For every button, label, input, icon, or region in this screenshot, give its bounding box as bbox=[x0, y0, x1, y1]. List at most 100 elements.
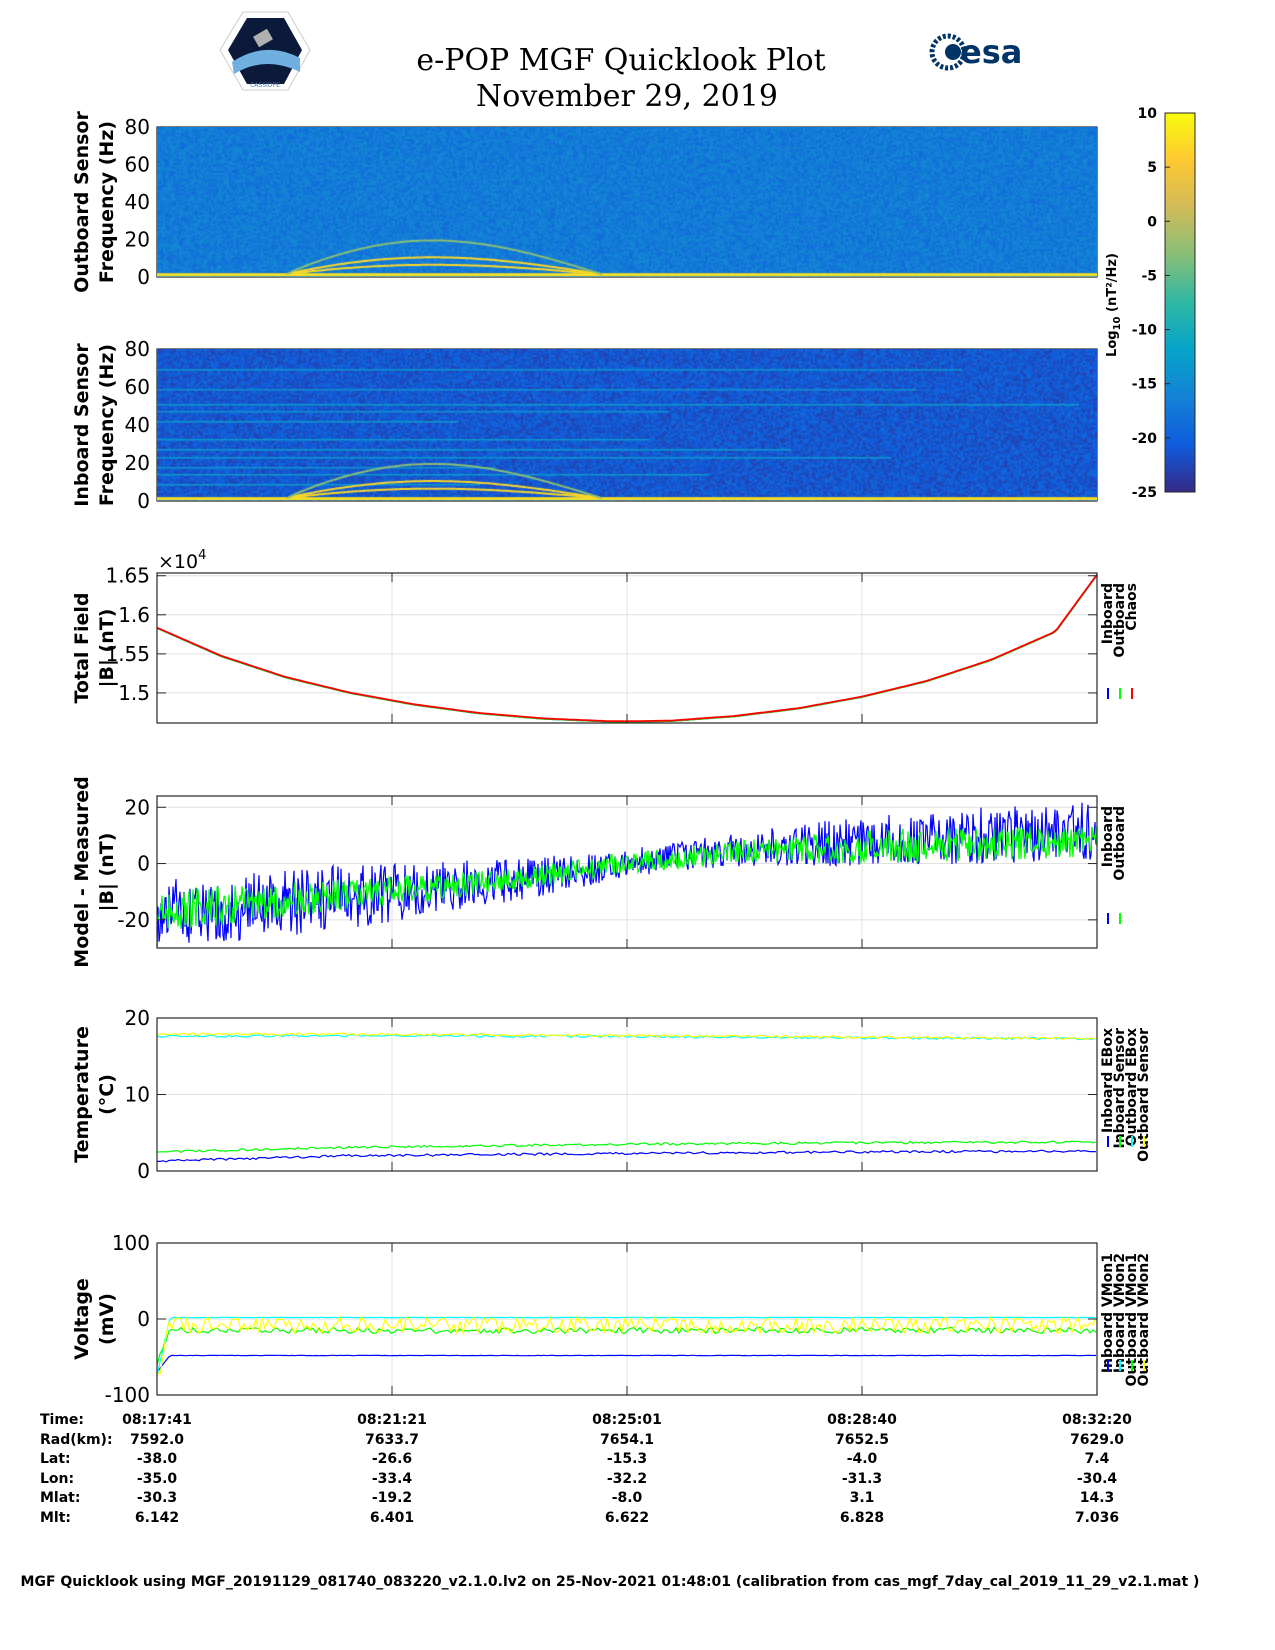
legend-label: Inboard VMon2 bbox=[1112, 1253, 1128, 1373]
series-inboard-ebox bbox=[156, 1149, 1097, 1163]
voltage-axes: 100 0 -100 Voltage (mV) Inboard VMon1Inboard … bbox=[71, 1231, 1152, 1407]
y-tick-label: -20 bbox=[117, 908, 150, 932]
series-inboard-vmon1 bbox=[156, 1354, 1097, 1373]
y-tick-label: 80 bbox=[125, 337, 150, 361]
y-axis-label: Temperature bbox=[71, 1026, 93, 1163]
table-row-label: Rad(km): bbox=[40, 1432, 113, 1448]
y-tick-label: 20 bbox=[125, 795, 150, 819]
table-cell: 08:28:40 bbox=[827, 1412, 897, 1428]
table-cell: -32.2 bbox=[607, 1471, 647, 1487]
colorbar-tick-label: -5 bbox=[1141, 268, 1157, 284]
table-cell: -30.3 bbox=[137, 1490, 177, 1506]
y-tick-label: 1.5 bbox=[118, 681, 150, 705]
table-cell: -31.3 bbox=[842, 1471, 882, 1487]
y-tick-label: 20 bbox=[125, 451, 150, 475]
table-cell: -33.4 bbox=[372, 1471, 413, 1487]
series-outboard-vmon1 bbox=[156, 1326, 1097, 1366]
table-cell: 7.4 bbox=[1085, 1451, 1110, 1467]
colorbar-scale bbox=[1164, 112, 1196, 493]
y-tick-label: 0 bbox=[137, 265, 150, 289]
colorbar-tick-label: -25 bbox=[1132, 485, 1157, 501]
series-outboard-ebox bbox=[156, 1033, 1097, 1041]
y-tick-label: 0 bbox=[137, 1307, 150, 1331]
model_minus_measured-axes: 20 0 -20 Model - Measured |B| (nT) InboardOut… bbox=[71, 776, 1128, 967]
legend-label: Outboard Sensor bbox=[1136, 1028, 1152, 1162]
legend-label: Inboard bbox=[1100, 806, 1116, 867]
y-axis-label: Frequency (Hz) bbox=[96, 121, 118, 283]
legend-label: Chaos bbox=[1124, 583, 1140, 631]
table-row-label: Mlat: bbox=[40, 1490, 80, 1506]
y-axis-label: Voltage bbox=[71, 1278, 93, 1360]
colorbar-label: Log10 (nT²/Hz) bbox=[1105, 253, 1123, 357]
cassiope-logo: CASSIOPE bbox=[219, 11, 311, 91]
table-cell: 7.036 bbox=[1075, 1510, 1119, 1526]
total_field-axes: 1.65 1.6 1.55 1.5 Total Field |B| (nT) Inboard… bbox=[71, 564, 1140, 724]
table-cell: 08:17:41 bbox=[122, 1412, 192, 1428]
y-axis-label: |B| (nT) bbox=[96, 609, 118, 688]
y-axis-label: Inboard Sensor bbox=[71, 343, 93, 507]
y-axis-label: Total Field bbox=[71, 592, 93, 703]
table-cell: 6.142 bbox=[135, 1510, 179, 1526]
colorbar-tick-label: -10 bbox=[1132, 323, 1158, 339]
table-row-label: Mlt: bbox=[40, 1510, 71, 1526]
y-tick-label: 60 bbox=[125, 375, 150, 399]
esa-logo: esa bbox=[929, 33, 1022, 71]
table-cell: -35.0 bbox=[137, 1471, 178, 1487]
table-cell: 08:25:01 bbox=[592, 1412, 662, 1428]
y-tick-label: 40 bbox=[125, 413, 150, 437]
colorbar-tick-label: 0 bbox=[1147, 214, 1157, 230]
series-inboard-vmon2 bbox=[156, 1316, 1097, 1376]
legend-label: Inboard bbox=[1100, 583, 1116, 644]
y-axis-label: Outboard Sensor bbox=[71, 111, 93, 293]
y-tick-label: 20 bbox=[125, 228, 150, 252]
outboard-spectrogram bbox=[157, 127, 1097, 277]
table-cell: -15.3 bbox=[607, 1451, 647, 1467]
y-tick-label: 0 bbox=[137, 852, 150, 876]
series-outboard bbox=[156, 825, 1098, 929]
legend-label: Outboard bbox=[1112, 806, 1128, 881]
page-date: November 29, 2019 bbox=[476, 79, 778, 114]
y-tick-label: -100 bbox=[105, 1383, 150, 1407]
legend-label: Inboard VMon1 bbox=[1100, 1253, 1116, 1373]
legend-label: Outboard VMon1 bbox=[1124, 1253, 1140, 1387]
exponent-label: ×104 bbox=[158, 548, 206, 573]
legend-label: Outboard VMon2 bbox=[1136, 1253, 1152, 1387]
table-cell: 7592.0 bbox=[130, 1432, 184, 1448]
colorbar: 10 5 0 -5 -10 -15 -20 -25 Log10 (nT²/Hz) bbox=[1105, 106, 1196, 501]
table-cell: 6.828 bbox=[840, 1510, 884, 1526]
table-cell: -30.4 bbox=[1077, 1471, 1118, 1487]
y-tick-label: 60 bbox=[125, 153, 150, 177]
y-tick-label: 40 bbox=[125, 190, 150, 214]
y-tick-label: 80 bbox=[125, 115, 150, 139]
table-cell: 14.3 bbox=[1080, 1490, 1115, 1506]
table-row-label: Lat: bbox=[40, 1451, 71, 1467]
series-outboard-sensor bbox=[156, 1032, 1097, 1041]
table-cell: 08:32:20 bbox=[1062, 1412, 1132, 1428]
inboard-spectrogram bbox=[157, 349, 1097, 501]
table-cell: -4.0 bbox=[847, 1451, 878, 1467]
temperature-axes: 20 10 0 Temperature (°C) Inboard EBoxInboard … bbox=[71, 1006, 1152, 1183]
y-tick-label: 1.55 bbox=[105, 642, 150, 666]
table-cell: 7633.7 bbox=[365, 1432, 419, 1448]
y-tick-label: 100 bbox=[112, 1231, 150, 1255]
legend-label: Outboard EBox bbox=[1124, 1028, 1140, 1146]
y-tick-label: 20 bbox=[125, 1006, 150, 1030]
colorbar-tick-label: 10 bbox=[1138, 106, 1158, 122]
y-axis-label: Frequency (Hz) bbox=[96, 344, 118, 506]
table-cell: -38.0 bbox=[137, 1451, 178, 1467]
y-tick-label: 0 bbox=[137, 489, 150, 513]
colorbar-tick-label: -15 bbox=[1132, 377, 1157, 393]
table-cell: -8.0 bbox=[612, 1490, 643, 1506]
table-row-label: Time: bbox=[40, 1412, 84, 1428]
table-cell: 7629.0 bbox=[1070, 1432, 1124, 1448]
y-tick-label: 1.6 bbox=[118, 603, 150, 627]
legend-label: Inboard Sensor bbox=[1112, 1028, 1128, 1149]
table-cell: 7654.1 bbox=[600, 1432, 654, 1448]
y-axis-label: (mV) bbox=[96, 1293, 118, 1345]
table-cell: 3.1 bbox=[850, 1490, 875, 1506]
table-cell: -19.2 bbox=[372, 1490, 412, 1506]
table-cell: 6.401 bbox=[370, 1510, 414, 1526]
colorbar-tick-label: -20 bbox=[1132, 431, 1158, 447]
